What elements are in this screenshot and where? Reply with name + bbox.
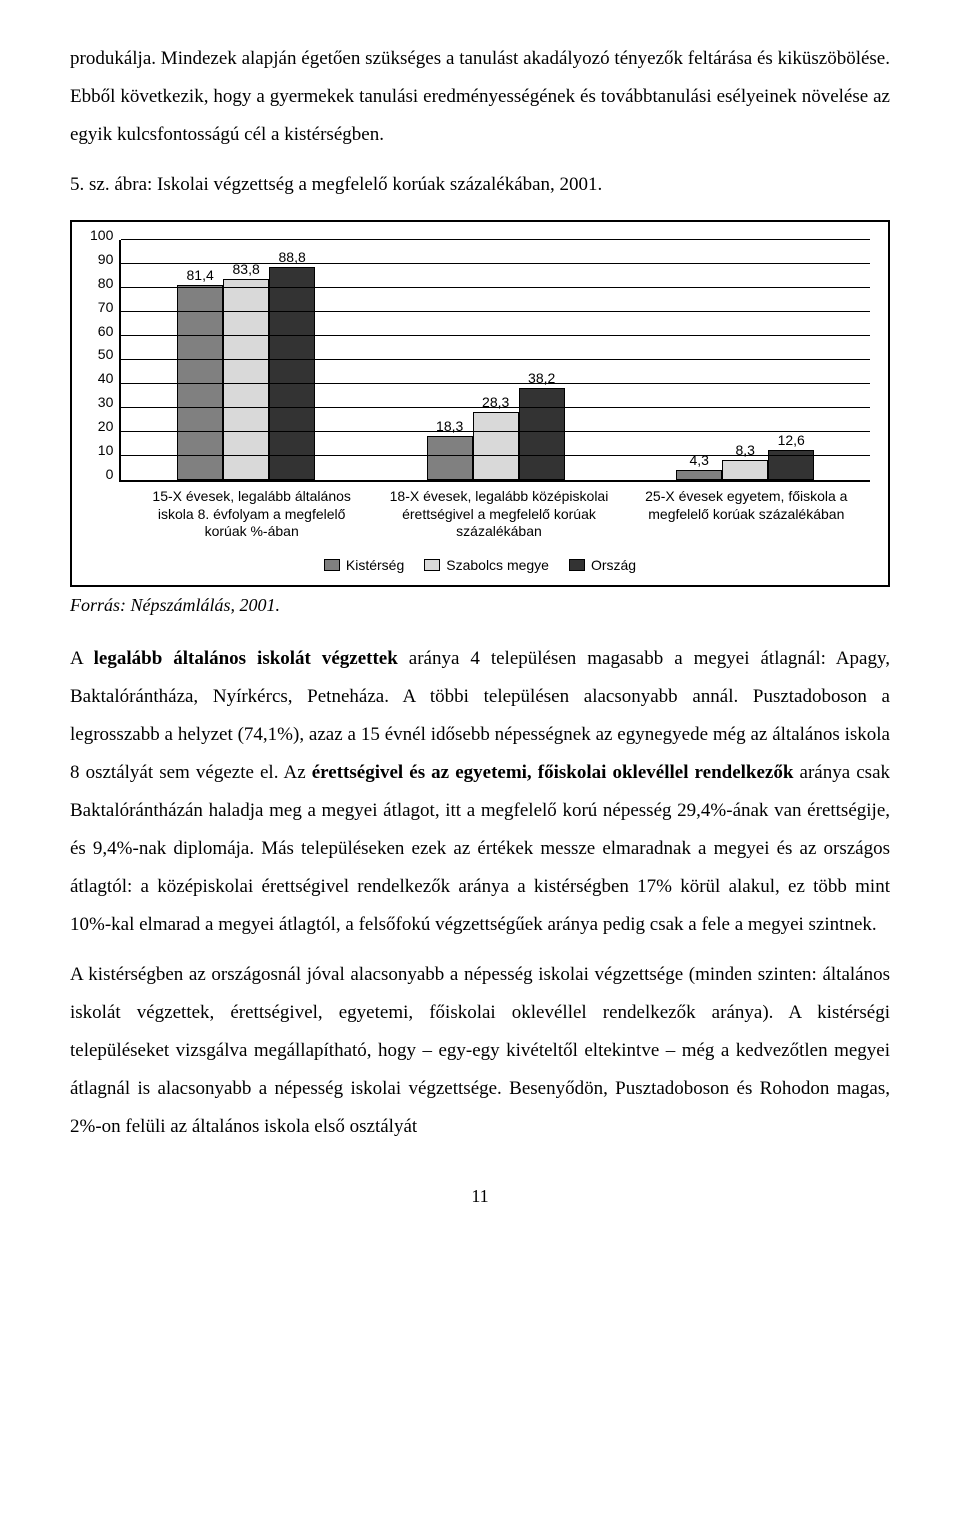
x-axis: 15-X évesek, legalább általános iskola 8… [90,488,870,541]
legend-item-2: Ország [569,557,636,573]
x-label-1: 18-X évesek, legalább középiskolai érett… [375,488,622,541]
page-number: 11 [70,1186,890,1207]
plot-area: 81,483,888,818,328,338,24,38,312,6 [119,240,870,482]
bar-group: 81,483,888,8 [121,267,371,480]
bar: 28,3 [473,412,519,480]
chart-legend: Kistérség Szabolcs megye Ország [90,557,870,573]
legend-label-1: Szabolcs megye [446,557,549,573]
bar: 88,8 [269,267,315,480]
document-page: produkálja. Mindezek alapján égetően szü… [0,0,960,1257]
bar: 18,3 [427,436,473,480]
paragraph-intro: produkálja. Mindezek alapján égetően szü… [70,40,890,154]
x-label-2: 25-X évesek egyetem, főiskola a megfelel… [623,488,870,541]
legend-item-1: Szabolcs megye [424,557,549,573]
y-axis: 1009080706050403020100 [90,242,119,482]
legend-swatch-0 [324,559,340,571]
chart-source: Forrás: Népszámlálás, 2001. [70,595,890,616]
x-axis-spacer [90,488,128,541]
bar: 4,3 [676,470,722,480]
x-label-0: 15-X évesek, legalább általános iskola 8… [128,488,375,541]
bar-group: 18,328,338,2 [371,388,621,480]
chart-frame: 1009080706050403020100 81,483,888,818,32… [70,220,890,587]
bar: 38,2 [519,388,565,480]
paragraph-body-2: A kistérségben az országosnál jóval alac… [70,956,890,1146]
legend-label-0: Kistérség [346,557,404,573]
bar-groups: 81,483,888,818,328,338,24,38,312,6 [121,240,870,480]
chart-plot-row: 1009080706050403020100 81,483,888,818,32… [90,240,870,482]
legend-item-0: Kistérség [324,557,404,573]
paragraph-body-1: A legalább általános iskolát végzettek a… [70,640,890,944]
legend-label-2: Ország [591,557,636,573]
bar: 83,8 [223,279,269,480]
legend-swatch-2 [569,559,585,571]
bar: 8,3 [722,460,768,480]
chart-title: 5. sz. ábra: Iskolai végzettség a megfel… [70,166,890,204]
legend-swatch-1 [424,559,440,571]
